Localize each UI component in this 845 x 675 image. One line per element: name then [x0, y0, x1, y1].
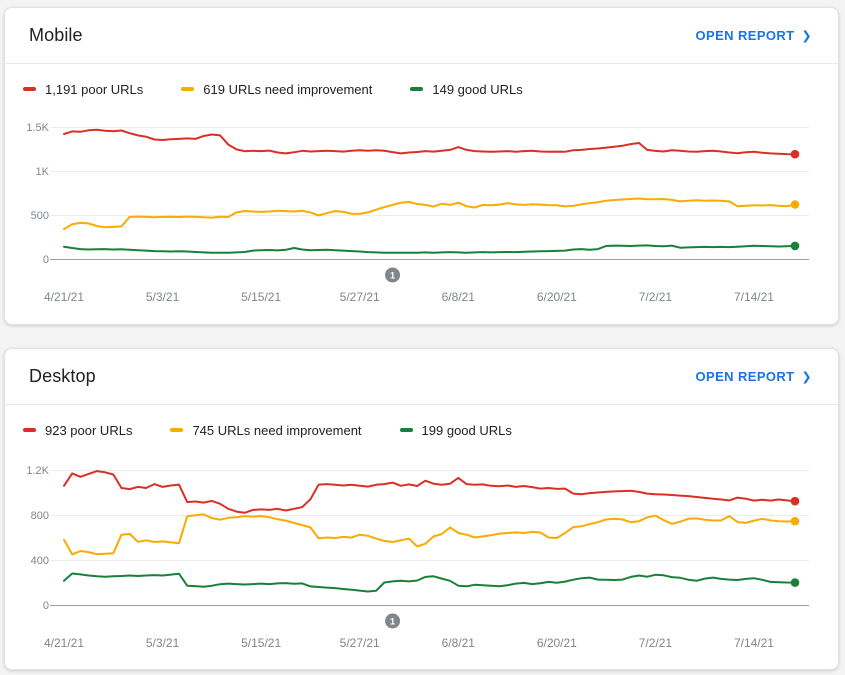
- mobile-chart[interactable]: 0 500 1K 1.5K 4/21/21 5/3/21 5/15/21 5/27/21 6/8…: [5, 104, 840, 319]
- needs_improvement-urls-endpoint: [790, 200, 800, 209]
- x-axis-tick-label: 7/14/21: [734, 636, 774, 650]
- mobile-card-title: Mobile: [29, 25, 83, 45]
- x-axis-tick-label: 5/3/21: [146, 290, 180, 304]
- mobile-open-report-label: OPEN REPORT: [695, 28, 795, 43]
- desktop-card: Desktop OPEN REPORT ❯ 923 poor URLs 745 …: [4, 348, 839, 670]
- y-axis-tick-label: 400: [31, 555, 49, 567]
- desktop-open-report-label: OPEN REPORT: [695, 369, 795, 384]
- good-urls-endpoint: [790, 241, 800, 251]
- x-axis-tick-label: 5/27/21: [340, 636, 380, 650]
- x-axis-tick-label: 4/21/21: [44, 290, 84, 304]
- desktop-chart[interactable]: 0 400 800 1.2K 4/21/21 5/3/21 5/15/21 5/27/21 6/…: [5, 445, 840, 665]
- y-axis-tick-label: 500: [31, 210, 49, 222]
- poor-urls-endpoint: [790, 149, 800, 159]
- needs_improvement-urls-line: [63, 197, 796, 231]
- legend-label-needs-improvement: 745 URLs need improvement: [192, 422, 362, 438]
- desktop-card-header: Desktop OPEN REPORT ❯: [5, 349, 838, 404]
- desktop-open-report-link[interactable]: OPEN REPORT ❯: [696, 369, 813, 384]
- legend-label-poor: 1,191 poor URLs: [45, 81, 144, 97]
- poor-urls-line: [63, 128, 796, 156]
- legend-item-poor: 923 poor URLs: [23, 423, 132, 438]
- good-urls-line: [63, 572, 796, 593]
- annotation-marker-label: 1: [390, 617, 396, 628]
- legend-item-poor: 1,191 poor URLs: [23, 82, 143, 97]
- x-axis-tick-label: 7/2/21: [639, 636, 673, 650]
- legend-swatch-good: [410, 87, 424, 91]
- poor-urls-endpoint: [790, 496, 800, 506]
- x-axis-tick-label: 4/21/21: [44, 636, 84, 650]
- chevron-right-icon: ❯: [801, 369, 812, 383]
- mobile-card: Mobile OPEN REPORT ❯ 1,191 poor URLs 619…: [4, 7, 839, 325]
- needs_improvement-urls-line: [63, 513, 796, 556]
- header-divider: [5, 63, 838, 64]
- x-axis-tick-label: 6/8/21: [442, 290, 476, 304]
- legend-label-poor: 923 poor URLs: [45, 422, 133, 438]
- poor-urls-line: [63, 470, 796, 514]
- annotation-marker[interactable]: [385, 267, 401, 283]
- y-axis-tick-label: 1K: [36, 166, 50, 178]
- y-axis-tick-label: 800: [31, 510, 49, 522]
- legend-item-good: 149 good URLs: [410, 81, 523, 97]
- mobile-card-header: Mobile OPEN REPORT ❯: [5, 8, 838, 63]
- x-axis-tick-label: 6/20/21: [537, 290, 577, 304]
- mobile-open-report-link[interactable]: OPEN REPORT ❯: [696, 28, 813, 43]
- legend-item-good: 199 good URLs: [399, 422, 512, 438]
- x-axis-tick-label: 7/14/21: [734, 290, 774, 304]
- good-urls-line: [63, 244, 796, 254]
- x-axis-tick-label: 5/15/21: [241, 636, 281, 650]
- annotation-marker-label: 1: [390, 271, 396, 282]
- legend-swatch-poor: [23, 428, 36, 432]
- annotation-marker[interactable]: [385, 613, 401, 629]
- legend-swatch-good: [399, 428, 413, 432]
- header-divider: [5, 404, 838, 405]
- x-axis-tick-label: 5/27/21: [340, 290, 380, 304]
- y-axis-tick-label: 0: [43, 254, 49, 266]
- desktop-legend: 923 poor URLs 745 URLs need improvement …: [23, 420, 820, 440]
- x-axis-tick-label: 7/2/21: [639, 290, 673, 304]
- x-axis-tick-label: 6/20/21: [537, 636, 577, 650]
- legend-swatch-poor: [23, 87, 36, 91]
- legend-label-needs-improvement: 619 URLs need improvement: [203, 81, 373, 97]
- mobile-legend: 1,191 poor URLs 619 URLs need improvemen…: [23, 79, 820, 99]
- x-axis-tick-label: 5/3/21: [146, 636, 180, 650]
- desktop-card-title: Desktop: [29, 366, 96, 386]
- x-axis-tick-label: 5/15/21: [241, 290, 281, 304]
- legend-item-needs-improvement: 619 URLs need improvement: [181, 82, 372, 97]
- y-axis-tick-label: 0: [43, 600, 49, 612]
- needs_improvement-urls-endpoint: [790, 516, 800, 526]
- x-axis-tick-label: 6/8/21: [442, 636, 476, 650]
- y-axis-tick-label: 1.2K: [26, 465, 49, 477]
- good-urls-endpoint: [790, 578, 800, 587]
- legend-item-needs-improvement: 745 URLs need improvement: [170, 422, 362, 438]
- y-axis-tick-label: 1.5K: [26, 122, 49, 134]
- chevron-right-icon: ❯: [801, 28, 812, 42]
- legend-swatch-needs-improvement: [181, 87, 195, 91]
- legend-label-good: 149 good URLs: [432, 81, 523, 97]
- legend-label-good: 199 good URLs: [421, 422, 512, 438]
- legend-swatch-needs-improvement: [170, 428, 184, 432]
